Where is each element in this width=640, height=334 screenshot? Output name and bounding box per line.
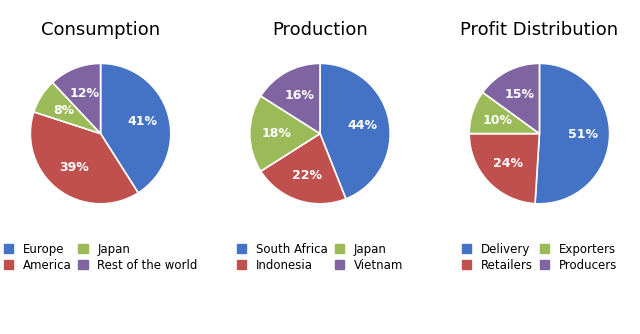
Text: 22%: 22% (292, 169, 321, 181)
Wedge shape (34, 82, 100, 134)
Legend: Delivery, Retailers, Exporters, Producers: Delivery, Retailers, Exporters, Producer… (462, 243, 617, 272)
Title: Production: Production (272, 21, 368, 39)
Wedge shape (483, 63, 540, 134)
Wedge shape (52, 63, 100, 134)
Wedge shape (535, 63, 610, 204)
Text: 15%: 15% (505, 88, 534, 101)
Text: 16%: 16% (284, 89, 314, 102)
Text: 10%: 10% (483, 114, 513, 127)
Legend: Europe, America, Japan, Rest of the world: Europe, America, Japan, Rest of the worl… (4, 243, 198, 272)
Text: 18%: 18% (262, 127, 291, 140)
Title: Profit Distribution: Profit Distribution (460, 21, 618, 39)
Wedge shape (469, 92, 540, 134)
Wedge shape (30, 112, 138, 204)
Text: 44%: 44% (348, 119, 378, 132)
Wedge shape (250, 96, 320, 171)
Wedge shape (320, 63, 390, 199)
Text: 51%: 51% (568, 129, 598, 142)
Text: 41%: 41% (127, 115, 157, 128)
Title: Consumption: Consumption (41, 21, 160, 39)
Text: 8%: 8% (53, 104, 74, 117)
Wedge shape (260, 134, 346, 204)
Wedge shape (469, 134, 540, 204)
Text: 39%: 39% (59, 162, 89, 174)
Text: 24%: 24% (493, 157, 523, 170)
Wedge shape (100, 63, 171, 193)
Wedge shape (260, 63, 320, 134)
Legend: South Africa, Indonesia, Japan, Vietnam: South Africa, Indonesia, Japan, Vietnam (237, 243, 403, 272)
Text: 12%: 12% (70, 87, 100, 100)
